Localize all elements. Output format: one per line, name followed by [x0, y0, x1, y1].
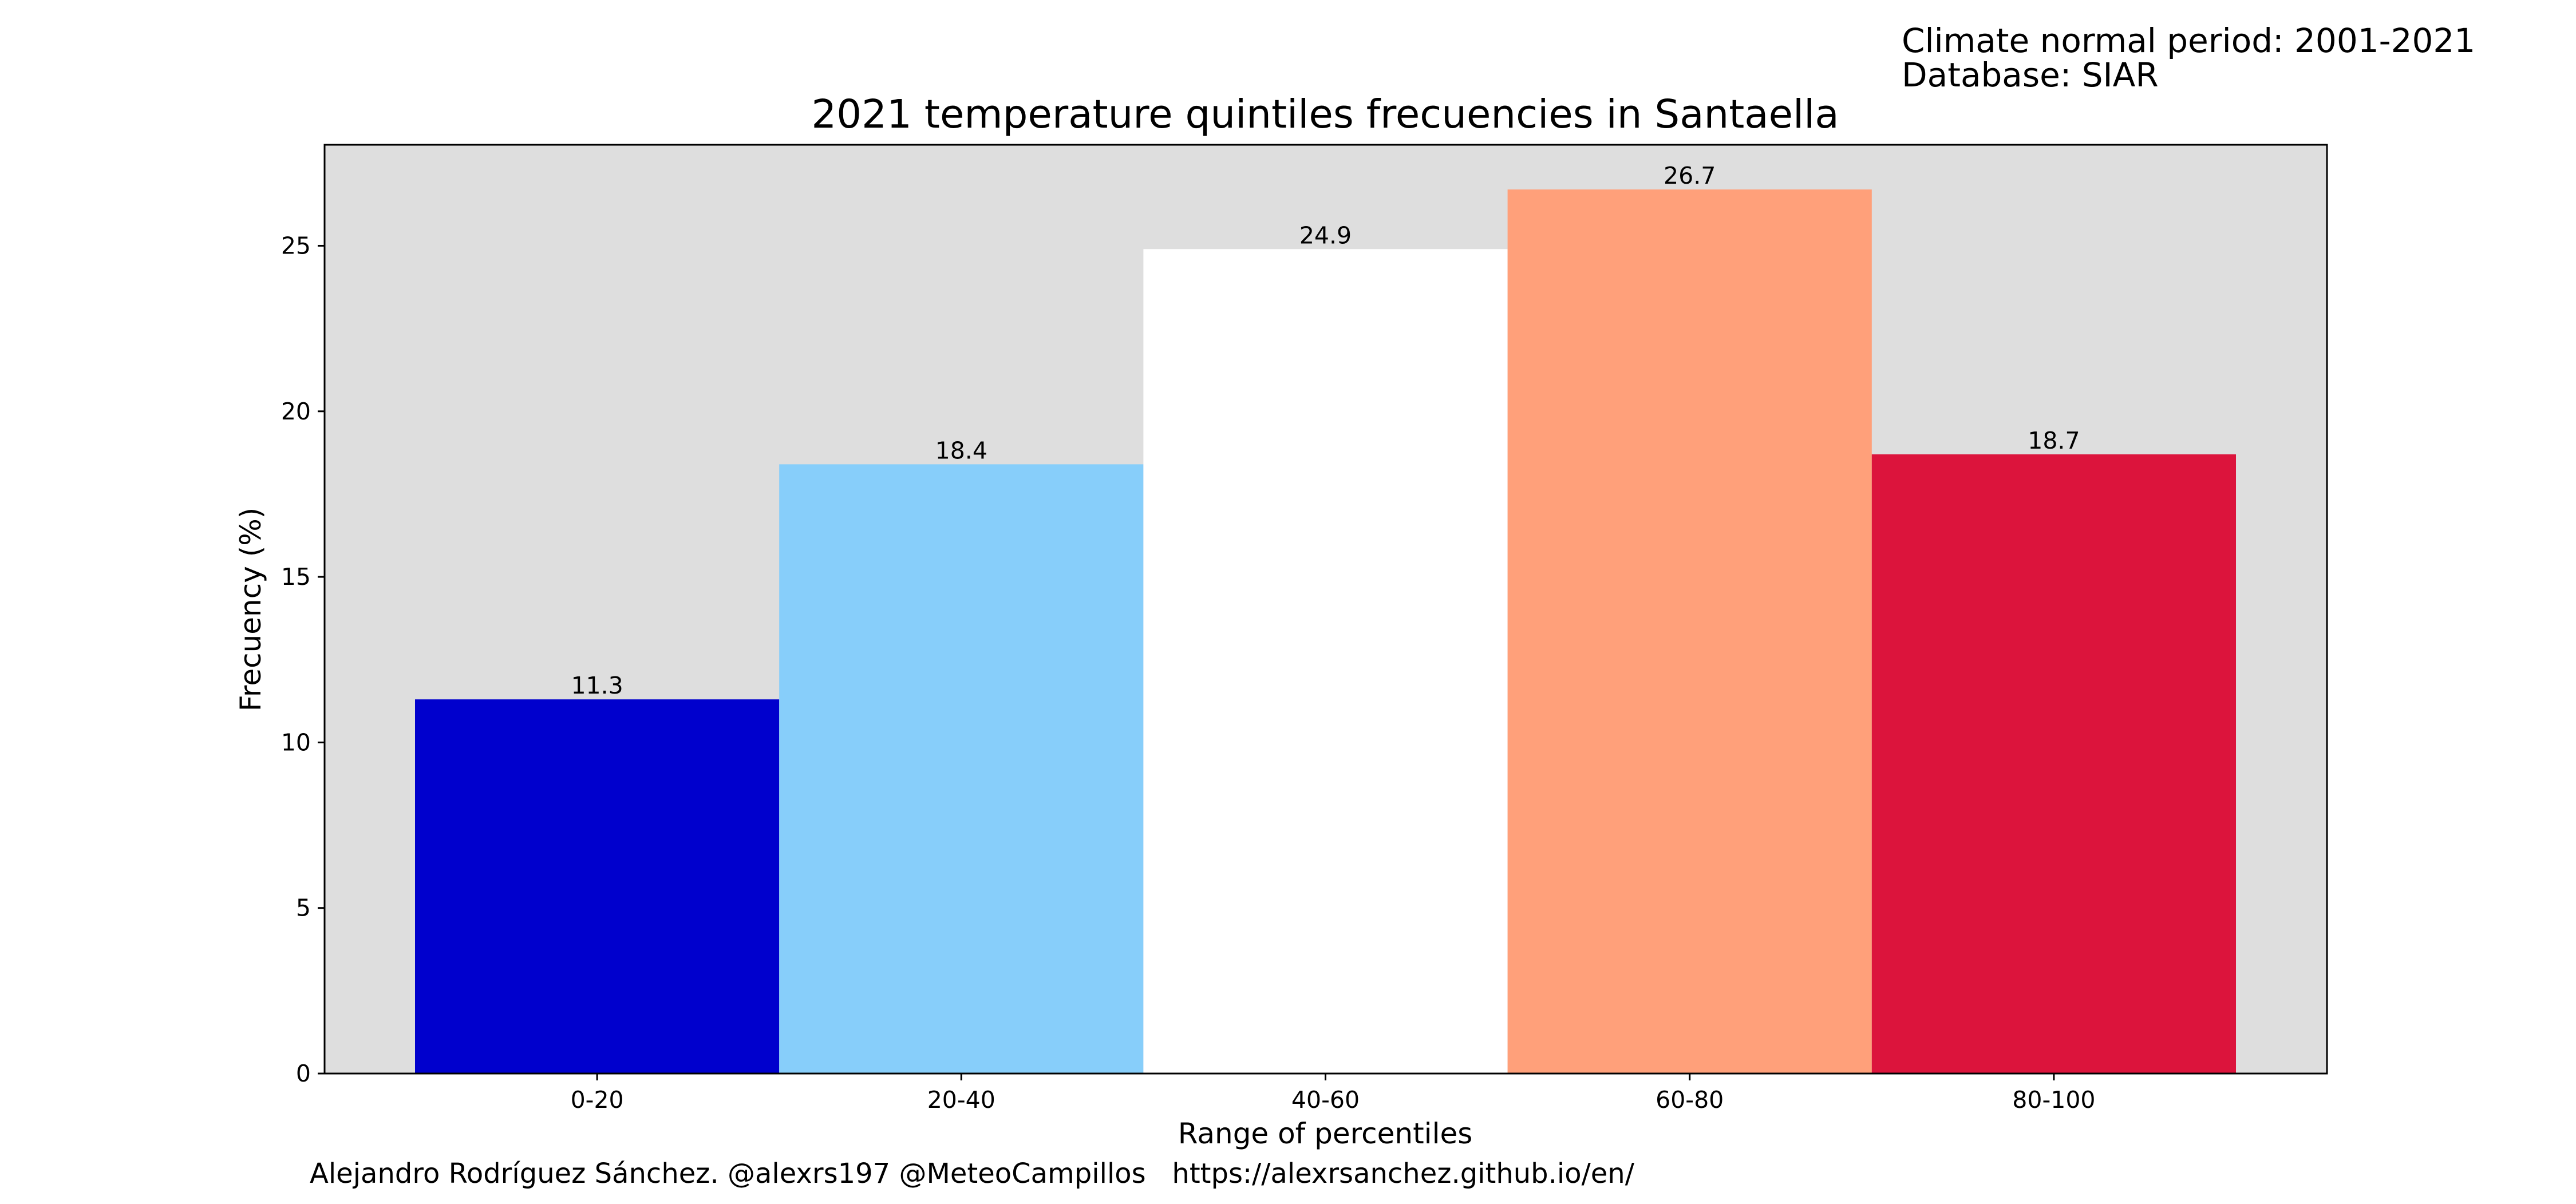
y-tick-label: 10 [281, 728, 311, 756]
y-axis-label: Frecuency (%) [234, 508, 267, 711]
y-tick-label: 5 [296, 894, 311, 922]
bar-40-60 [1143, 249, 1508, 1074]
y-tick-label: 15 [281, 563, 311, 591]
bar-value-label: 11.3 [571, 672, 623, 699]
x-tick-label: 0-20 [571, 1086, 624, 1114]
bar-value-label: 18.7 [2028, 427, 2080, 454]
y-axis: 0 5 10 15 20 25 [281, 232, 325, 1087]
y-tick-label: 25 [281, 232, 311, 259]
author-credit: Alejandro Rodríguez Sánchez. @alexrs197 … [310, 1158, 1635, 1190]
x-tick-label: 80-100 [2012, 1086, 2095, 1114]
bar-value-label: 18.4 [935, 437, 987, 464]
x-tick-label: 40-60 [1291, 1086, 1360, 1114]
bar-0-20 [415, 699, 780, 1074]
y-tick-label: 20 [281, 398, 311, 425]
climate-period-note: Climate normal period: 2001-2021 [1902, 21, 2475, 60]
x-tick-label: 20-40 [927, 1086, 995, 1114]
x-axis: 0-20 20-40 40-60 60-80 80-100 [571, 1074, 2096, 1114]
bar-value-label: 26.7 [1664, 162, 1716, 189]
bar-80-100 [1871, 454, 2236, 1074]
value-labels-layer: 11.3 18.4 24.9 26.7 18.7 [571, 162, 2080, 699]
database-note: Database: SIAR [1902, 56, 2159, 94]
x-axis-label: Range of percentiles [1178, 1117, 1473, 1150]
bars-layer [415, 189, 2236, 1074]
y-tick-label: 0 [296, 1060, 311, 1087]
bar-20-40 [779, 464, 1144, 1074]
chart-title: 2021 temperature quintiles frecuencies i… [811, 92, 1839, 137]
x-tick-label: 60-80 [1656, 1086, 1724, 1114]
bar-value-label: 24.9 [1299, 221, 1352, 249]
bar-60-80 [1507, 189, 1872, 1074]
